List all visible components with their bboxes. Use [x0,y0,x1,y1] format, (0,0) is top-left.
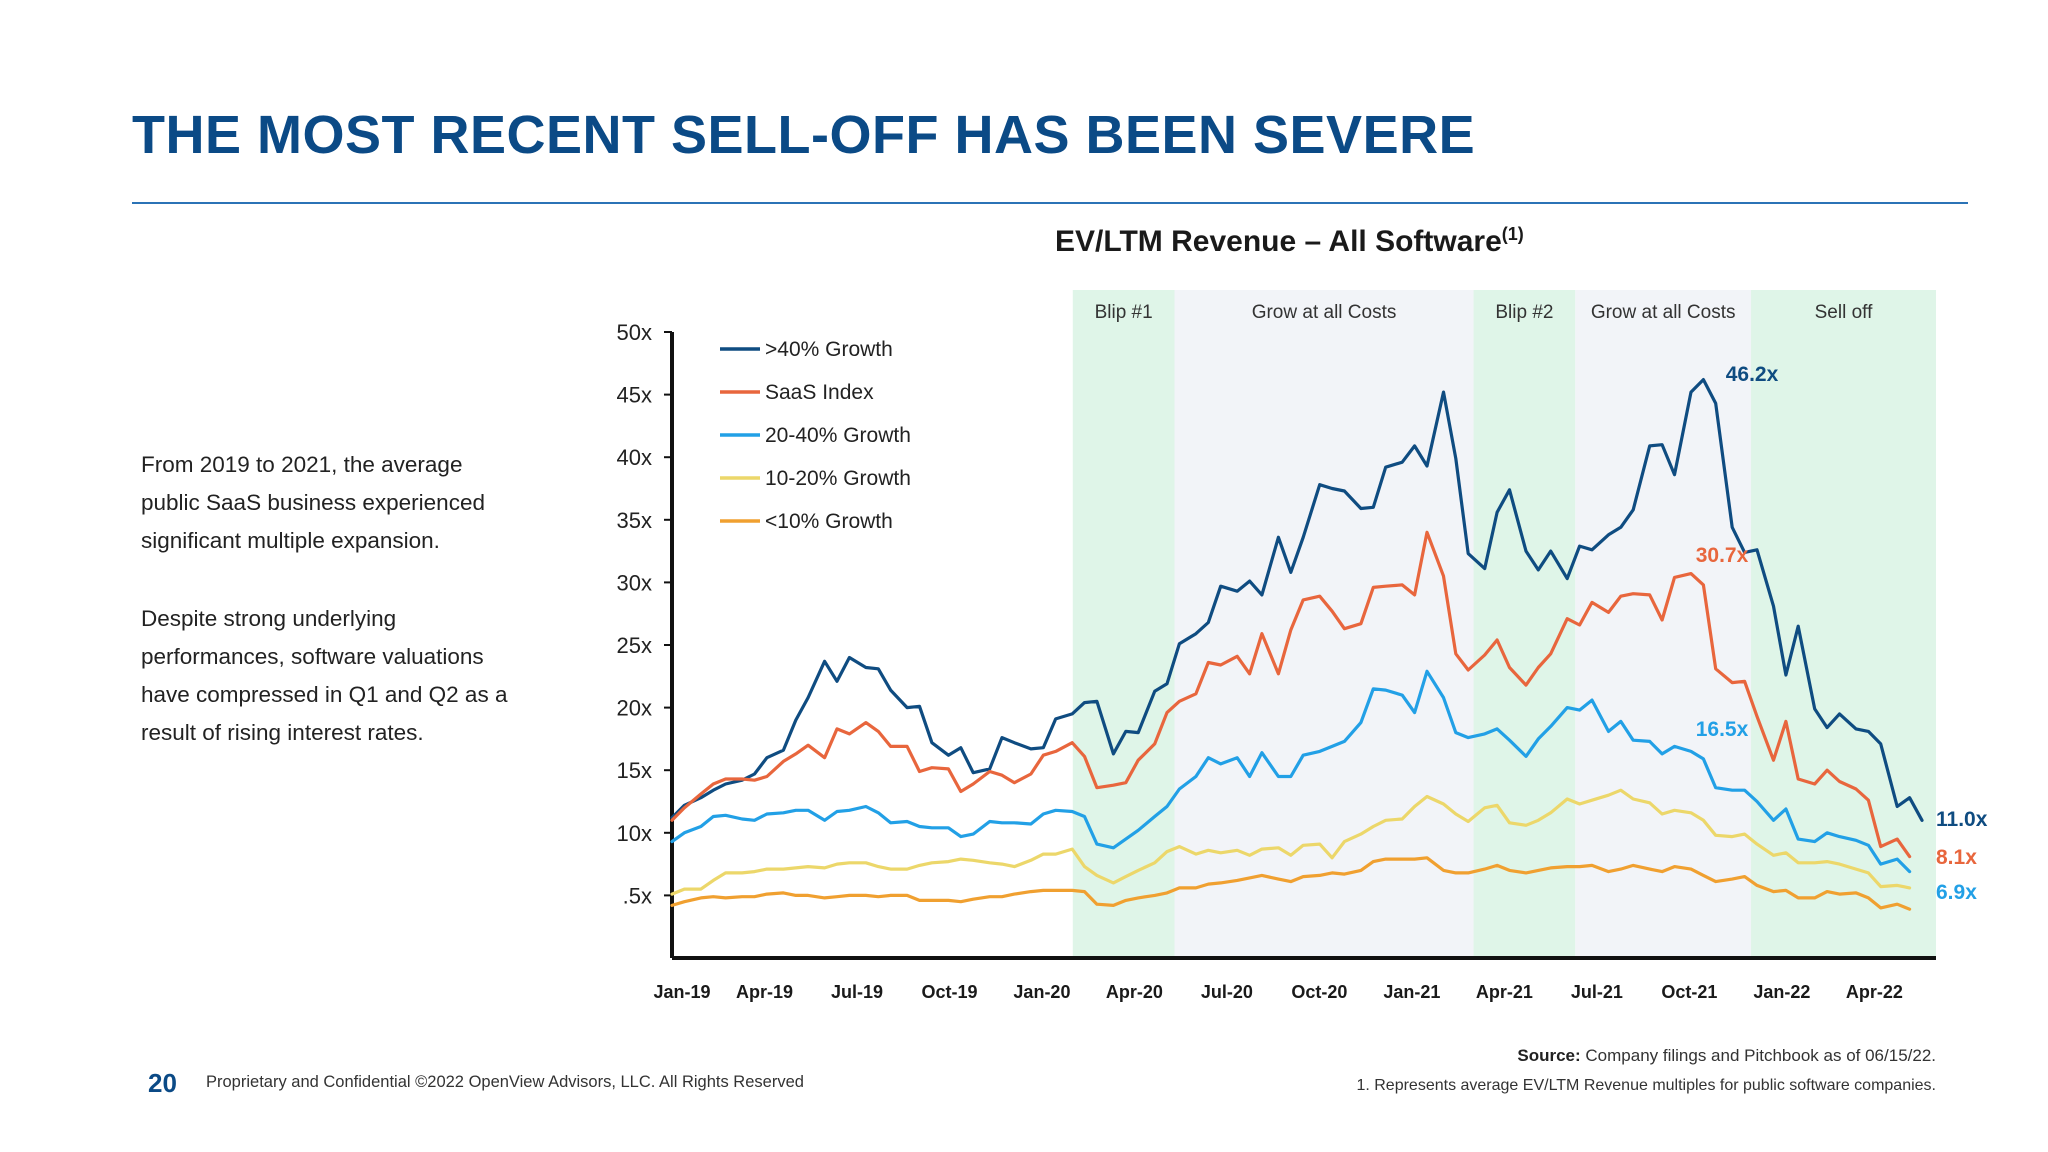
legend-label: SaaS Index [765,381,874,404]
y-tick-label: 40x [617,445,652,470]
x-tick-label: Jan-21 [1383,982,1440,1002]
series-line-4 [670,788,1912,896]
y-tick-label: 15x [617,758,652,783]
title-divider [132,202,1968,204]
chart-title-footnote-marker: (1) [1501,224,1524,244]
period-band-5 [1751,290,1936,958]
x-tick-label: Jan-19 [653,982,710,1002]
x-tick-label: Apr-19 [736,982,793,1002]
x-tick-label: Jul-19 [831,982,883,1002]
x-tick-label: Apr-20 [1106,982,1163,1002]
x-tick-label: Jan-20 [1013,982,1070,1002]
chart-title-text: EV/LTM Revenue – All Software [1055,225,1502,258]
series-line-2 [670,530,1912,859]
period-label-1: Blip #1 [1095,302,1153,323]
period-band-4 [1575,290,1752,958]
footer-confidentiality: Proprietary and Confidential ©2022 OpenV… [206,1073,804,1091]
series-line-3 [670,669,1912,874]
source-label: Source: [1517,1046,1581,1065]
page-title: THE MOST RECENT SELL-OFF HAS BEEN SEVERE [132,105,1476,165]
legend-label: >40% Growth [765,338,893,361]
period-label-4: Grow at all Costs [1591,302,1736,323]
end-value-label: 6.9x [1936,881,1977,904]
x-tick-label: Oct-20 [1291,982,1347,1002]
y-tick-label: 25x [617,633,652,658]
y-tick-label: 50x [617,320,652,345]
period-label-3: Blip #2 [1495,302,1553,323]
y-tick-label: 35x [617,508,652,533]
footnote: 1. Represents average EV/LTM Revenue mul… [1356,1077,1936,1094]
series-line-1 [670,378,1924,822]
period-band-1 [1072,290,1175,958]
intro-paragraph: From 2019 to 2021, the average public Sa… [141,452,485,553]
legend-label: 20-40% Growth [765,424,911,447]
chart-title: EV/LTM Revenue – All Software(1) [1055,224,1524,259]
y-tick-label: 45x [617,383,652,408]
series-line-5 [670,856,1912,911]
x-tick-label: Apr-21 [1476,982,1533,1002]
peak-value-label: 46.2x [1726,363,1779,386]
source-note: Source: Company filings and Pitchbook as… [1517,1046,1936,1066]
y-tick-label: 30x [617,570,652,595]
page-number: 20 [148,1068,177,1098]
peak-value-label: 16.5x [1696,718,1749,741]
x-tick-label: Oct-19 [921,982,977,1002]
source-text: Company filings and Pitchbook as of 06/1… [1585,1046,1936,1065]
x-tick-label: Jan-22 [1753,982,1810,1002]
end-value-label: 8.1x [1936,846,1977,869]
y-tick-label: 20x [617,696,652,721]
x-tick-label: Oct-21 [1661,982,1717,1002]
period-label-5: Sell off [1815,302,1873,323]
detail-paragraph: Despite strong underlying performances, … [141,606,508,745]
y-tick-label: .5x [623,883,652,908]
period-label-2: Grow at all Costs [1252,302,1397,323]
x-tick-label: Jul-21 [1571,982,1623,1002]
peak-value-label: 30.7x [1696,544,1749,567]
y-tick-label: 10x [617,821,652,846]
end-value-label: 11.0x [1936,808,1988,831]
period-band-3 [1473,290,1576,958]
x-tick-label: Jul-20 [1201,982,1253,1002]
x-tick-label: Apr-22 [1846,982,1903,1002]
legend-label: 10-20% Growth [765,467,911,490]
legend-label: <10% Growth [765,510,893,533]
